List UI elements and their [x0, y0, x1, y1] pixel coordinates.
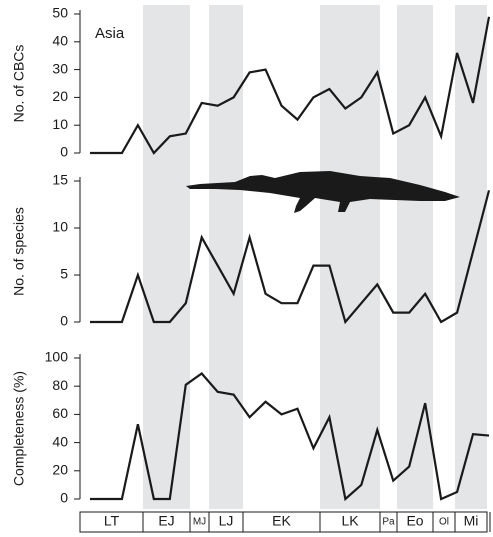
y-tick-label: 80 — [52, 377, 68, 393]
data-line — [90, 190, 491, 325]
y-axis-label: No. of species — [11, 207, 27, 296]
y-tick-label: 60 — [52, 405, 68, 421]
y-axis-label: No. of CBCs — [11, 45, 27, 123]
y-tick-label: 100 — [45, 349, 69, 365]
annotation: Asia — [95, 25, 125, 42]
period-label: LK — [341, 513, 359, 529]
period-box — [454, 511, 488, 533]
y-tick-label: 0 — [60, 313, 68, 329]
period-band — [143, 5, 190, 509]
period-label: MJ — [193, 517, 206, 528]
y-tick-label: 40 — [52, 33, 68, 49]
data-line — [90, 16, 491, 155]
y-tick-label: 10 — [52, 219, 68, 235]
y-tick-label: 10 — [52, 116, 68, 132]
y-tick-label: 40 — [52, 433, 68, 449]
period-label: LT — [104, 513, 120, 529]
y-tick-label: 5 — [60, 266, 68, 282]
y-tick-label: 0 — [60, 490, 68, 506]
y-tick-label: 15 — [52, 172, 68, 188]
period-label: Eo — [406, 513, 423, 529]
data-line — [90, 372, 490, 502]
period-bands — [143, 5, 487, 509]
y-tick-label: 20 — [52, 88, 68, 104]
period-band — [209, 5, 243, 509]
y-tick-label: 30 — [52, 60, 68, 76]
period-label: Ol — [439, 517, 449, 528]
period-label: Pa — [382, 517, 395, 528]
y-tick-label: 50 — [52, 5, 68, 21]
period-label: Mi — [464, 513, 479, 529]
period-band — [397, 5, 433, 509]
y-tick-label: 0 — [60, 144, 68, 160]
y-axis-label: Completeness (%) — [11, 371, 27, 486]
period-label: LJ — [219, 513, 234, 529]
crocodile-silhouette — [186, 171, 460, 213]
y-tick-label: 20 — [52, 462, 68, 478]
period-label: EK — [272, 513, 291, 529]
period-label: EJ — [158, 513, 174, 529]
